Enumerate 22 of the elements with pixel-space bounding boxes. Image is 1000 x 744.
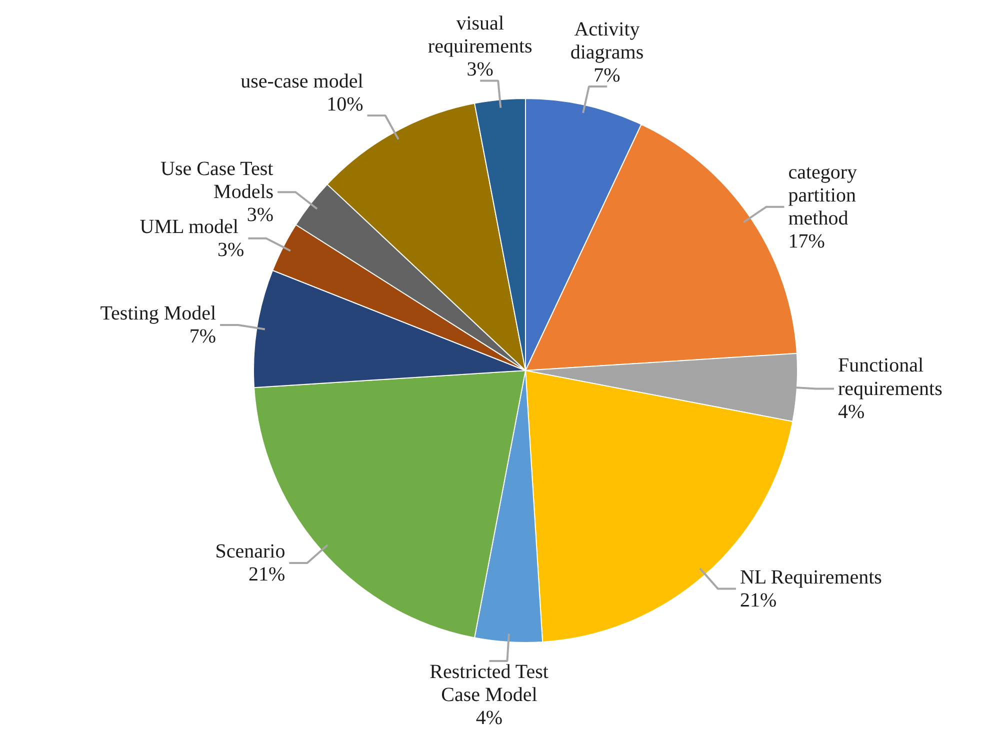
slice-label: Restricted Test Case Model [430,660,549,706]
data-label: 21% [740,589,777,612]
data-label: 4% [838,400,865,423]
data-label: 3% [246,204,274,226]
slice-label: Use Case Test Models [160,158,274,204]
data-label: 3% [218,238,244,261]
slice-label: Activity diagrams [570,18,644,64]
slice-label: NL Requirements [740,566,882,588]
data-label: 21% [248,564,286,586]
slice-label: use-case model [240,70,364,92]
data-label: 17% [788,230,825,253]
data-label: 3% [466,58,494,81]
slice-label: Scenario [215,540,286,562]
slice-label: Testing Model [100,302,216,324]
slice-label: Functional requirements [838,354,943,400]
data-label: 4% [476,707,503,730]
slice-label: category partition method [788,161,858,230]
slice-label: visual requirements [428,12,533,58]
data-label: 10% [326,93,364,116]
slice-label: UML model [140,216,239,238]
data-label: 7% [594,64,620,86]
data-label: 7% [189,326,216,348]
